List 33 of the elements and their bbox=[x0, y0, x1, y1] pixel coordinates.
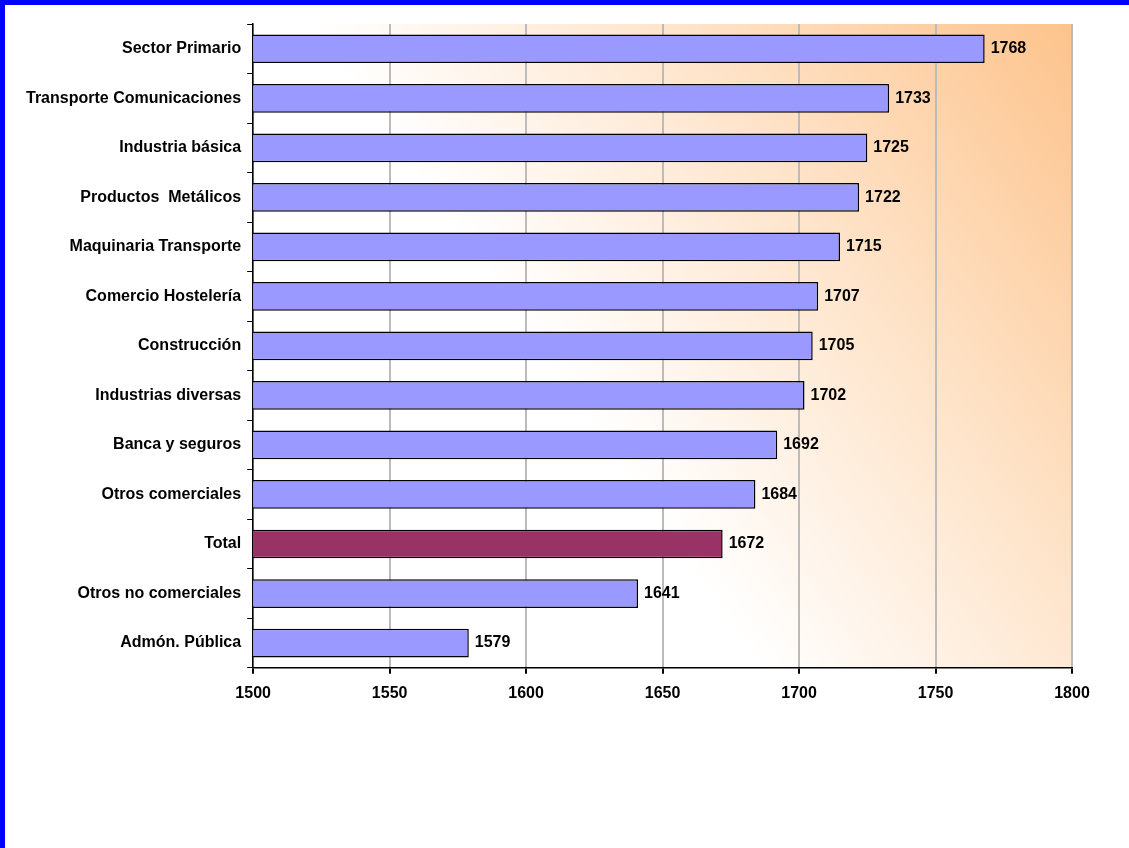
x-tick-label: 1650 bbox=[644, 683, 681, 701]
y-tick-label: Total bbox=[204, 534, 242, 552]
y-tick-label: Industria básica bbox=[119, 138, 242, 156]
y-tick-label: Maquinaria Transporte bbox=[69, 237, 242, 255]
data-label: 1768 bbox=[990, 39, 1027, 57]
x-tick-label: 1600 bbox=[508, 683, 545, 701]
data-label: 1702 bbox=[810, 385, 847, 403]
y-tick-label: Productos Metálicos bbox=[80, 187, 242, 205]
y-tick-label: Comercio Hostelería bbox=[85, 286, 242, 304]
y-tick-label: Construcción bbox=[138, 336, 242, 354]
y-tick-label: Banca y seguros bbox=[113, 435, 242, 453]
data-label: 1725 bbox=[873, 138, 909, 156]
x-tick-label: 1700 bbox=[781, 683, 817, 701]
data-label: 1684 bbox=[761, 484, 798, 502]
y-tick-label: Sector Primario bbox=[122, 39, 242, 57]
data-label: 1692 bbox=[783, 435, 819, 453]
x-tick-label: 1750 bbox=[917, 683, 954, 701]
x-tick-label: 1550 bbox=[371, 683, 408, 701]
data-label: 1579 bbox=[474, 633, 511, 651]
y-tick-label: Admón. Pública bbox=[120, 633, 242, 651]
data-label: 1715 bbox=[846, 237, 882, 255]
data-label: 1705 bbox=[818, 336, 855, 354]
data-label: 1672 bbox=[728, 534, 765, 552]
x-tick-label: 1800 bbox=[1054, 683, 1090, 701]
data-label: 1733 bbox=[895, 88, 931, 106]
data-label: 1722 bbox=[865, 187, 901, 205]
y-tick-label: Otros no comerciales bbox=[77, 583, 242, 601]
data-label: 1707 bbox=[824, 286, 860, 304]
y-tick-label: Transporte Comunicaciones bbox=[25, 88, 242, 106]
y-tick-label: Otros comerciales bbox=[101, 484, 242, 502]
x-tick-label: 1500 bbox=[235, 683, 272, 701]
data-label: 1641 bbox=[644, 583, 680, 601]
y-tick-label: Industrias diversas bbox=[95, 385, 242, 403]
